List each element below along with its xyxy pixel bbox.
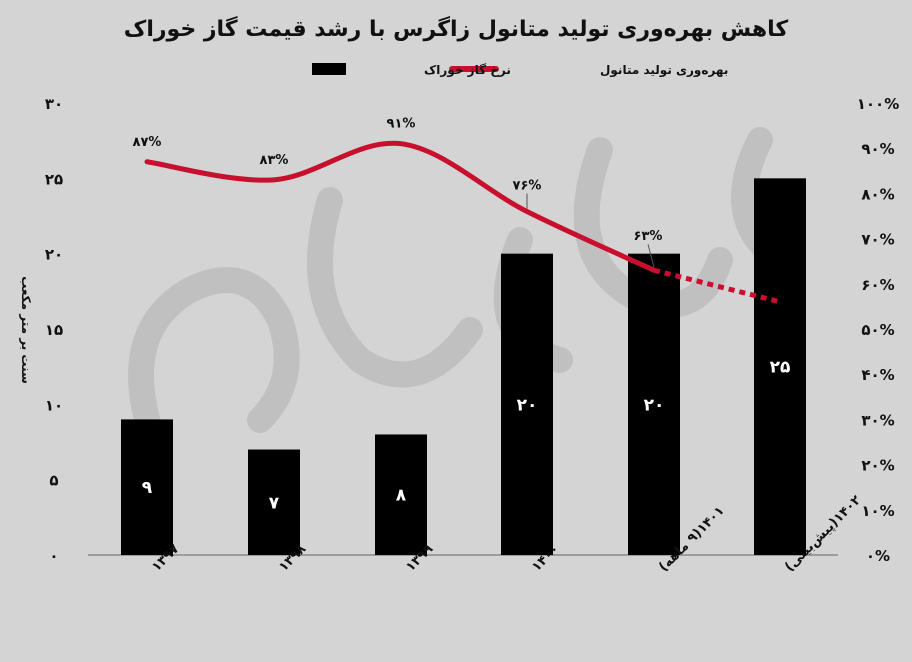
left-tick-label: ۰ xyxy=(49,547,58,565)
right-axis: ۰% ۱۰% ۲۰% ۳۰% ۴۰% ۵۰% ۶۰% ۷۰% ۸۰% ۹۰% ۱۰۰% xyxy=(857,95,900,565)
bar xyxy=(754,178,806,556)
left-tick-label: ۲۵ xyxy=(45,170,63,188)
right-tick-label: ۲۰% xyxy=(861,457,894,475)
left-tick-label: ۱۰ xyxy=(45,396,63,414)
right-tick-label: ۱۰% xyxy=(861,502,894,520)
left-tick-label: ۲۰ xyxy=(45,246,63,264)
bar xyxy=(248,449,300,555)
right-tick-label: ۳۰% xyxy=(861,411,894,429)
bar-value-label: ۲۰ xyxy=(517,395,538,415)
legend: بهره‌وری تولید متانول نرخ گاز خوراک xyxy=(312,63,728,78)
line-label-leader xyxy=(647,244,655,268)
right-tick-label: ۵۰% xyxy=(861,321,894,339)
line-value-label: ۶۳% xyxy=(634,229,663,244)
right-tick-label: ۰% xyxy=(866,547,890,565)
bar xyxy=(501,253,553,555)
bar-value-label: ۷ xyxy=(269,493,280,513)
line-value-label: ۸۷% xyxy=(133,135,162,150)
bar-value-label: ۸ xyxy=(396,486,407,506)
line-value-label: ۸۳% xyxy=(260,153,289,168)
line-path xyxy=(144,140,657,273)
watermark xyxy=(128,127,793,443)
bar-value-label: ۲۵ xyxy=(770,358,791,378)
right-tick-label: ۱۰۰% xyxy=(857,95,900,113)
legend-bar-label: نرخ گاز خوراک xyxy=(424,63,511,78)
line-value-label: ۹۱% xyxy=(387,117,416,132)
right-tick-label: ۹۰% xyxy=(861,140,894,158)
right-tick-label: ۸۰% xyxy=(861,185,894,203)
left-axis: ۰ ۵ ۱۰ ۱۵ ۲۰ ۲۵ ۳۰ xyxy=(45,95,63,565)
line-value-label: ۷۶% xyxy=(513,178,542,193)
bar-value-label: ۲۰ xyxy=(644,395,665,415)
left-tick-label: ۳۰ xyxy=(45,95,63,113)
chart-title: کاهش بهره‌وری تولید متانول زاگرس با رشد … xyxy=(124,15,789,42)
right-tick-label: ۶۰% xyxy=(861,276,894,294)
bar-value-label: ۹ xyxy=(142,478,153,498)
bar xyxy=(628,253,680,555)
right-tick-label: ۴۰% xyxy=(861,366,894,384)
legend-bar-swatch xyxy=(312,63,346,75)
left-tick-label: ۵ xyxy=(49,472,58,490)
y-axis-label: سنت بر متر مکعب xyxy=(19,276,33,384)
right-tick-label: ۷۰% xyxy=(861,231,894,249)
bar xyxy=(121,419,173,555)
line-series: ۸۷% ۸۳% ۹۱% ۷۶% ۶۳% xyxy=(133,117,781,305)
bar-series: ۹ ۷ ۸ ۲۰ ۲۰ ۲۵ xyxy=(121,178,806,556)
left-tick-label: ۱۵ xyxy=(45,321,63,339)
bar xyxy=(375,434,427,555)
legend-line-label: بهره‌وری تولید متانول xyxy=(600,63,728,78)
